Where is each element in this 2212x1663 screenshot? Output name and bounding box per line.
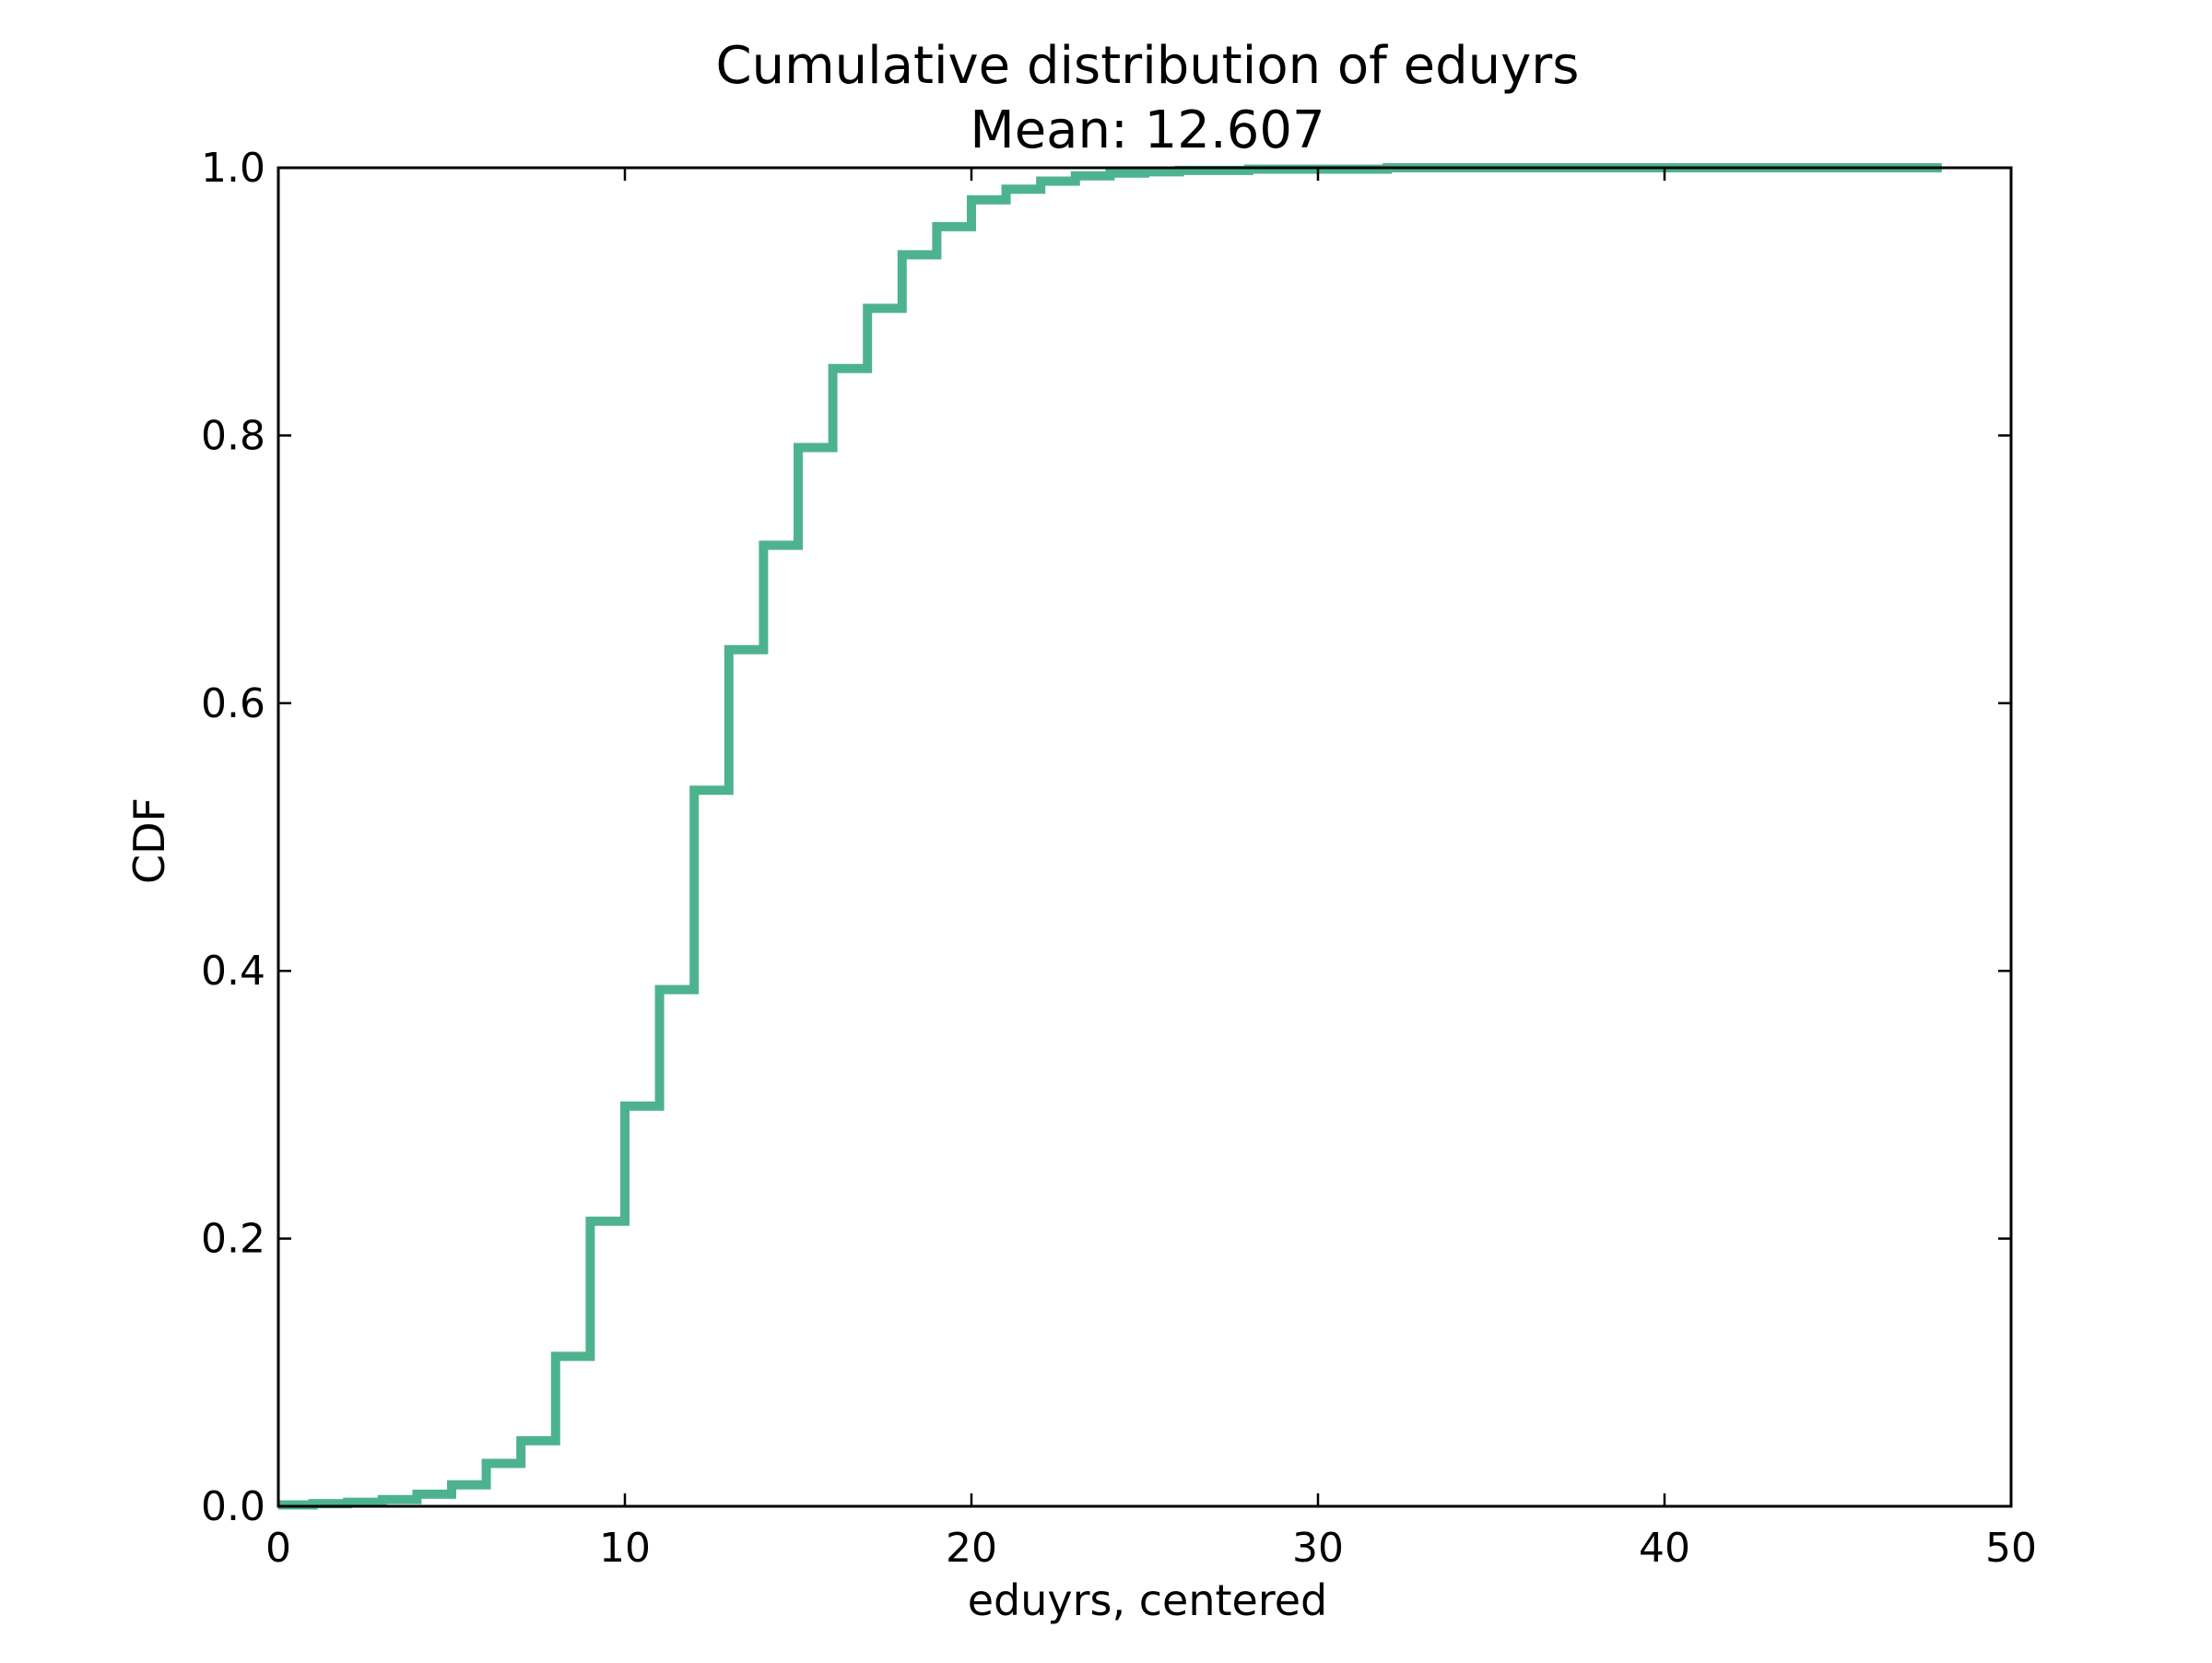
chart-subtitle: Mean: 12.607 xyxy=(970,100,1324,160)
y-tick-label: 0.4 xyxy=(201,948,265,995)
y-tick-label: 0.6 xyxy=(201,680,265,727)
chart-title: Cumulative distribution of eduyrs xyxy=(716,36,1580,96)
plot-frame xyxy=(276,166,2013,1508)
x-tick-label: 0 xyxy=(265,1525,291,1572)
cdf-step-line xyxy=(278,163,1942,1510)
x-tick-label: 10 xyxy=(599,1525,651,1572)
plot-area: 0 10 20 30 40 50 0.0 0.2 0.4 0.6 0.8 1.0 xyxy=(201,145,2037,1572)
y-tick-label: 0.0 xyxy=(201,1483,265,1530)
y-tick-label: 1.0 xyxy=(201,145,265,192)
x-axis-label: eduyrs, centered xyxy=(968,1575,1327,1625)
x-tick-label: 30 xyxy=(1292,1525,1344,1572)
y-tick-label: 0.2 xyxy=(201,1216,265,1263)
x-tick-label: 20 xyxy=(946,1525,997,1572)
y-tick-label: 0.8 xyxy=(201,412,265,459)
x-tick-label: 50 xyxy=(1985,1525,2037,1572)
y-axis-label: CDF xyxy=(124,797,174,884)
x-tick-label: 40 xyxy=(1639,1525,1690,1572)
